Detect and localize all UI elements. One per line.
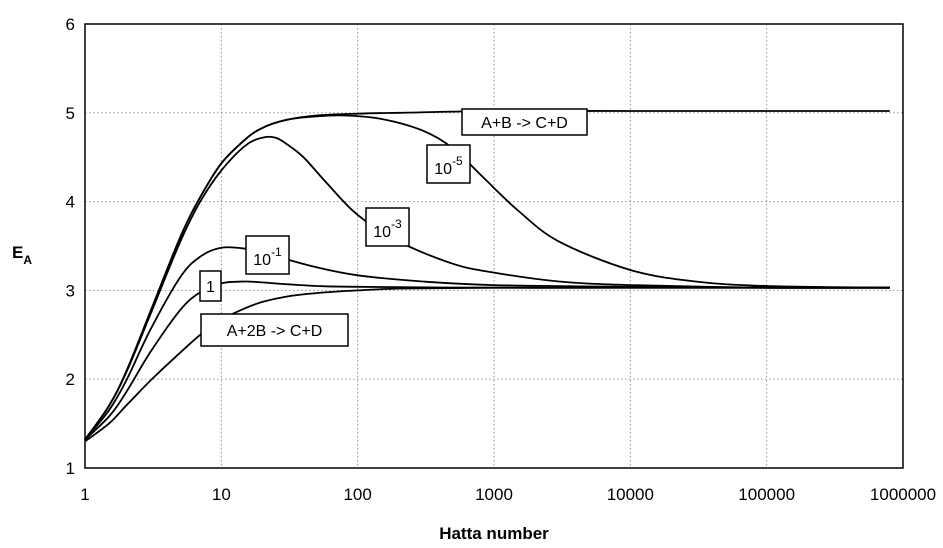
- y-tick-label: 4: [66, 193, 75, 212]
- annotation-base: 10: [434, 161, 452, 178]
- y-tick-label: 6: [66, 15, 75, 34]
- annotation-text: A+2B -> C+D: [227, 323, 323, 340]
- y-axis-title: EA: [12, 243, 32, 267]
- annotation-exponent: -1: [271, 245, 282, 259]
- x-tick-label: 10: [212, 485, 231, 504]
- series-line-2: [84, 135, 890, 441]
- x-tick-label: 1000: [475, 485, 513, 504]
- annotation-box: [199, 270, 222, 302]
- x-tick-label: 100: [343, 485, 371, 504]
- annotations: A+B -> C+D10-510-310-11A+2B -> C+D: [199, 108, 588, 347]
- x-tick-labels: 1 10 100 1000 10000 100000 1000000: [80, 485, 936, 504]
- y-tick-labels: 1 2 3 4 5 6: [66, 15, 75, 478]
- y-axis-title-subscript: A: [23, 253, 32, 267]
- x-tick-label: 1000000: [870, 485, 936, 504]
- annotation-text: 1: [206, 279, 215, 296]
- y-axis-title-main: E: [12, 243, 23, 262]
- y-tick-label: 2: [66, 370, 75, 389]
- y-tick-label: 3: [66, 281, 75, 300]
- annotation-exponent: -3: [391, 217, 402, 231]
- x-tick-label: 1: [80, 485, 89, 504]
- annotation-label: A+2B -> C+D: [200, 313, 349, 347]
- series-line-1: [84, 114, 890, 441]
- annotation-text: A+B -> C+D: [481, 115, 568, 132]
- series-line-4: [84, 280, 890, 441]
- annotation-label: 1: [199, 270, 222, 302]
- x-tick-label: 10000: [607, 485, 654, 504]
- annotation-box: [426, 144, 471, 184]
- annotation-box: [245, 235, 290, 275]
- annotation-base: 10: [373, 224, 391, 241]
- annotation-base: 10: [253, 252, 271, 269]
- y-tick-label: 5: [66, 104, 75, 123]
- x-axis-title: Hatta number: [439, 524, 549, 543]
- annotation-exponent: -5: [452, 154, 463, 168]
- y-tick-label: 1: [66, 459, 75, 478]
- annotation-text: 10-5: [434, 154, 463, 178]
- annotation-label: 10-1: [245, 235, 290, 275]
- annotation-base: 1: [206, 279, 215, 296]
- annotation-text: 10-3: [373, 217, 402, 241]
- annotation-box: [461, 108, 588, 136]
- series-line-5: [84, 286, 890, 443]
- annotation-label: A+B -> C+D: [461, 108, 588, 136]
- annotation-base: A+B -> C+D: [481, 115, 568, 132]
- annotation-box: [365, 207, 410, 247]
- plot-area-border: [84, 23, 904, 469]
- gridlines: [85, 24, 903, 468]
- annotation-base: A+2B -> C+D: [227, 323, 323, 340]
- x-tick-label: 100000: [738, 485, 795, 504]
- curves: [84, 109, 890, 443]
- annotation-label: 10-3: [365, 207, 410, 247]
- annotation-label: 10-5: [426, 144, 471, 184]
- annotation-box: [200, 313, 349, 347]
- annotation-text: 10-1: [253, 245, 282, 269]
